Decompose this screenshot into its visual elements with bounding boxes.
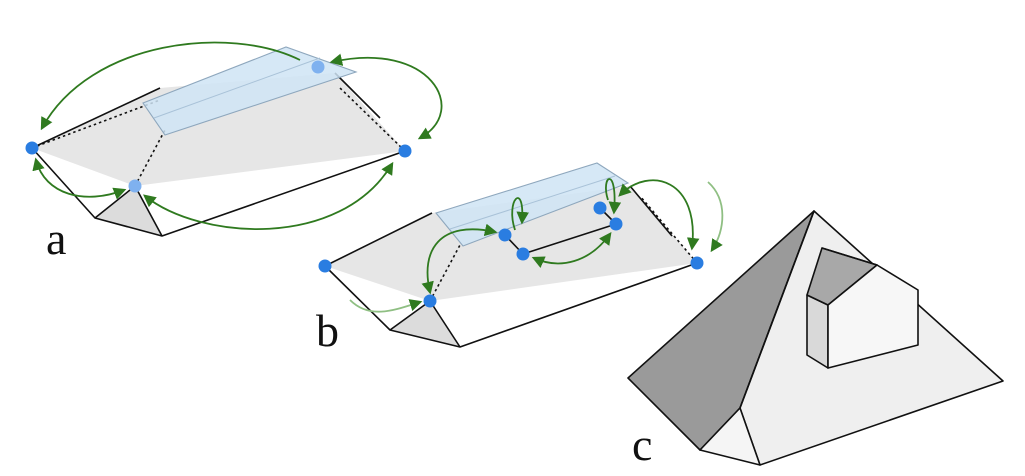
panel-b: b xyxy=(316,162,724,356)
panel-b-roof-face xyxy=(325,186,697,301)
panel-a-front-eave xyxy=(31,87,161,149)
panel-c-dormer-front xyxy=(827,264,919,369)
panel-b-vertex-mid-upper xyxy=(498,228,512,242)
panel-a-gable-face xyxy=(95,186,162,236)
panel-a-hidden-edge-left xyxy=(31,99,161,149)
panel-b-arrow-bottom-mid xyxy=(531,231,612,268)
panel-b-front-edge xyxy=(324,262,698,348)
panel-b-arrow-loop-right xyxy=(605,178,622,215)
panel-a: a xyxy=(25,41,443,264)
panel-a-plane-midline xyxy=(153,57,321,119)
panel-a-vertex-top xyxy=(311,60,325,74)
panel-b-arrow-right xyxy=(618,179,700,251)
panel-b-arrow-out-right xyxy=(707,181,724,253)
panel-b-vertex-center xyxy=(423,294,437,308)
panel-b-vertex-left xyxy=(318,259,332,273)
panel-b-plane-midline xyxy=(449,175,616,230)
panel-c-hip-line xyxy=(739,210,815,409)
panel-c-label: c xyxy=(632,419,652,470)
panel-b-vertex-right-lower xyxy=(609,217,623,231)
panel-b-vertex-right xyxy=(690,256,704,270)
panel-a-arrow-left-small xyxy=(32,157,127,200)
panel-b-vertex-mid-lower xyxy=(516,247,530,261)
panel-b-arrow-loop-mid xyxy=(511,197,529,231)
panel-a-label: a xyxy=(46,213,66,264)
panel-a-arrow-top-left xyxy=(40,41,301,131)
panel-c: c xyxy=(627,210,1004,470)
panel-a-vertex-center xyxy=(128,179,142,193)
panel-b-arrow-in-left xyxy=(349,299,423,313)
panel-c-dormer-side xyxy=(806,294,829,369)
panel-a-arrow-bottom xyxy=(143,161,394,230)
panel-b-gable-face xyxy=(390,301,460,347)
panel-c-dormer-ridge xyxy=(821,247,878,266)
panel-a-vertex-left xyxy=(25,141,39,155)
panel-b-label: b xyxy=(316,305,339,356)
panel-b-arrow-up-left xyxy=(421,223,498,295)
panel-c-front-face xyxy=(699,407,761,466)
panel-a-vertex-right xyxy=(398,144,412,158)
panel-b-vertex-right-upper xyxy=(593,201,607,215)
panel-a-arrow-top-right xyxy=(329,53,443,140)
panel-b-front-eave xyxy=(324,212,433,267)
